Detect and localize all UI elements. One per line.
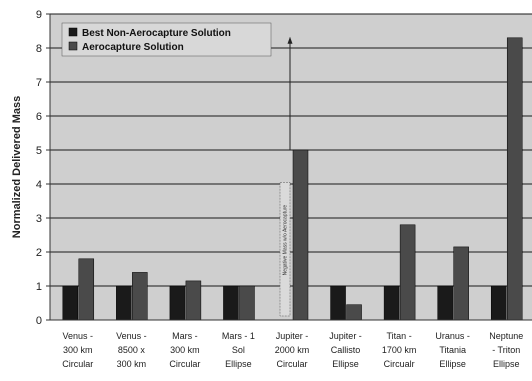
category-label-line: 1700 km [382,345,417,355]
category-label: Jupiter - Callisto Ellipse [329,331,362,369]
category-label: Jupiter - 2000 km Circular [275,331,310,369]
y-tick-label: 3 [36,213,42,225]
category-label-line: 300 km [117,359,147,369]
y-tick-label: 1 [36,281,42,293]
y-tick-label: 2 [36,247,42,259]
category-label-line: Ellipse [332,359,359,369]
bar-aerocapture [239,285,255,321]
annotation-box [279,182,291,317]
category-label: Venus - 300 km Circular [62,331,93,369]
category-label-line: Jupiter - [329,331,362,341]
bar-best-non-aerocapture [116,285,132,321]
category-label: Venus - 8500 x 300 km [116,331,147,369]
legend-swatch [68,41,78,51]
bar-aerocapture [185,280,202,321]
category-label-line: Sol [232,345,245,355]
legend-entry-label: Aerocapture Solution [82,42,184,53]
category-label: Mars - 300 km Circular [169,331,200,369]
y-tick-label: 4 [36,179,42,191]
annotation-arrow: Negative Mass w/o Aerocapture [279,36,293,317]
category-label-line: Ellipse [439,359,466,369]
legend-box [61,22,272,57]
category-label-line: Circular [169,359,200,369]
x-axis-category-labels: Venus - 300 km Circular Venus - 8500 x 300 km… [62,331,523,369]
category-label-line: Titan - [387,331,412,341]
category-label-line: Titania [439,345,466,355]
category-label-line: 8500 x [118,345,146,355]
bar-aerocapture [132,272,148,321]
y-tick-label: 6 [36,111,42,123]
y-tick-label: 5 [36,145,42,157]
bar-aerocapture [453,246,469,321]
category-label-line: 300 km [170,345,200,355]
y-tick-label: 8 [36,43,42,55]
legend-entry-label: Best Non-Aerocapture Solution [82,28,231,39]
annotation-label: Negative Mass w/o Aerocapture [283,205,289,276]
category-label-line: Venus - [63,331,94,341]
plot-background [50,14,532,320]
bar-aerocapture [506,37,523,321]
bar-aerocapture [78,258,95,321]
category-label-line: Circualr [384,359,415,369]
category-label-line: Neptune [489,331,523,341]
bar-best-non-aerocapture [383,285,400,321]
annotation-arrowhead [287,36,293,44]
category-label-line: 2000 km [275,345,310,355]
legend: Best Non-Aerocapture Solution Aerocapture… [61,22,272,57]
bar-best-non-aerocapture [169,285,186,321]
category-label-line: Mars - [172,331,198,341]
bar-best-non-aerocapture [223,285,239,321]
category-label-line: Ellipse [493,359,520,369]
category-label-line: Jupiter - [276,331,309,341]
y-tick-label: 9 [36,9,42,21]
category-label-line: Callisto [331,345,361,355]
y-axis-label: Normalized Delivered Mass [11,96,23,238]
category-label: Titan - 1700 km Circualr [382,331,417,369]
bar-best-non-aerocapture [62,285,79,321]
category-label-line: Circular [62,359,93,369]
bar-aerocapture [399,224,416,321]
legend-swatch [68,27,78,37]
category-label-line: Circular [276,359,307,369]
category-label-line: Mars - 1 [222,331,255,341]
bar-best-non-aerocapture [437,285,453,321]
category-label-line: Ellipse [225,359,252,369]
bar-aerocapture [292,149,309,321]
category-label-line: Venus - [116,331,147,341]
category-label: Mars - 1 Sol Ellipse [222,331,255,369]
bar-best-non-aerocapture [490,285,507,321]
category-label-line: 300 km [63,345,93,355]
category-label-line: Uranus - [435,331,470,341]
bars [62,37,523,321]
bar-best-non-aerocapture [330,285,346,321]
bar-aerocapture [346,304,362,321]
category-label: Uranus - Titania Ellipse [435,331,470,369]
y-axis-tick-labels: 0 1 2 3 4 5 6 7 8 9 [36,9,42,327]
category-label-line: - Triton [492,345,520,355]
category-label: Neptune - Triton Ellipse [489,331,523,369]
y-tick-label: 7 [36,77,42,89]
y-tick-label: 0 [36,315,42,327]
